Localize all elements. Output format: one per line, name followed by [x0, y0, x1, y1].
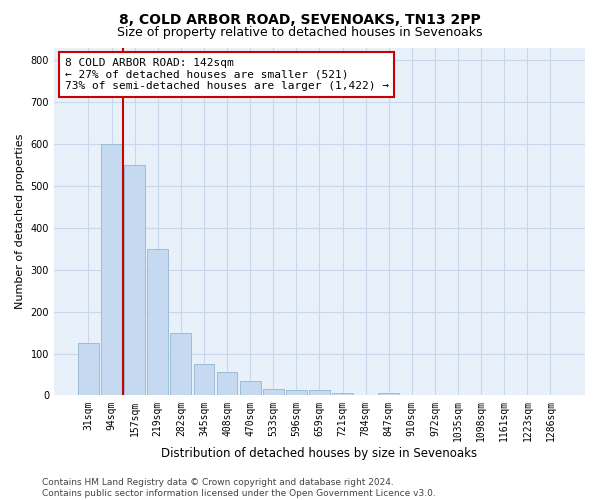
Y-axis label: Number of detached properties: Number of detached properties	[15, 134, 25, 309]
Bar	[309, 390, 330, 396]
Bar	[124, 165, 145, 396]
Bar	[78, 343, 99, 396]
Text: Size of property relative to detached houses in Sevenoaks: Size of property relative to detached ho…	[117, 26, 483, 39]
Bar	[194, 364, 214, 396]
Bar	[148, 248, 168, 396]
X-axis label: Distribution of detached houses by size in Sevenoaks: Distribution of detached houses by size …	[161, 447, 478, 460]
Bar	[379, 394, 399, 396]
Bar	[170, 332, 191, 396]
Bar	[286, 390, 307, 396]
Bar	[240, 381, 260, 396]
Bar	[263, 389, 284, 396]
Bar	[101, 144, 122, 396]
Text: 8, COLD ARBOR ROAD, SEVENOAKS, TN13 2PP: 8, COLD ARBOR ROAD, SEVENOAKS, TN13 2PP	[119, 12, 481, 26]
Bar	[217, 372, 238, 396]
Bar	[332, 394, 353, 396]
Text: 8 COLD ARBOR ROAD: 142sqm
← 27% of detached houses are smaller (521)
73% of semi: 8 COLD ARBOR ROAD: 142sqm ← 27% of detac…	[65, 58, 389, 91]
Text: Contains HM Land Registry data © Crown copyright and database right 2024.
Contai: Contains HM Land Registry data © Crown c…	[42, 478, 436, 498]
